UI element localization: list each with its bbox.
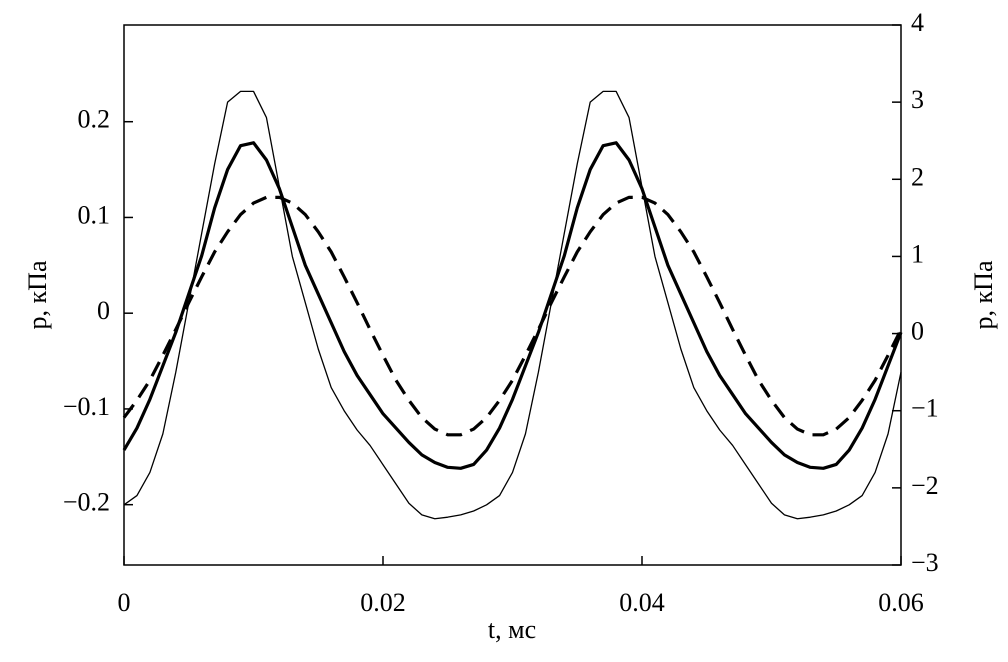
y2-tick-label: −2 bbox=[911, 471, 939, 500]
y2-tick-label: 2 bbox=[911, 162, 924, 191]
data-line bbox=[123, 90, 902, 520]
y-tick-label: −0.2 bbox=[63, 488, 110, 517]
x-axis-label: t, мс bbox=[488, 615, 536, 644]
data-line bbox=[122, 195, 903, 437]
y2-tick-label: −1 bbox=[911, 394, 939, 423]
x-tick-label: 0.04 bbox=[619, 588, 665, 617]
y2-tick-label: −3 bbox=[911, 548, 939, 577]
x-tick-label: 0.06 bbox=[878, 588, 924, 617]
y2-tick-label: 4 bbox=[911, 8, 924, 37]
y-tick-label: 0.2 bbox=[78, 105, 111, 134]
y-tick-label: 0 bbox=[97, 296, 110, 325]
y-tick-label: 0.1 bbox=[78, 200, 111, 229]
x-tick-label: 0 bbox=[118, 588, 131, 617]
y2-axis-label: p, кПа bbox=[969, 260, 998, 329]
y2-tick-label: 1 bbox=[911, 239, 924, 268]
y-tick-label: −0.1 bbox=[63, 392, 110, 421]
y2-tick-label: 3 bbox=[911, 85, 924, 114]
x-tick-label: 0.02 bbox=[360, 588, 406, 617]
plot-frame bbox=[123, 24, 902, 566]
data-line bbox=[122, 141, 903, 470]
y-axis-label: p, кПа bbox=[23, 260, 52, 329]
y2-tick-label: 0 bbox=[911, 317, 924, 346]
